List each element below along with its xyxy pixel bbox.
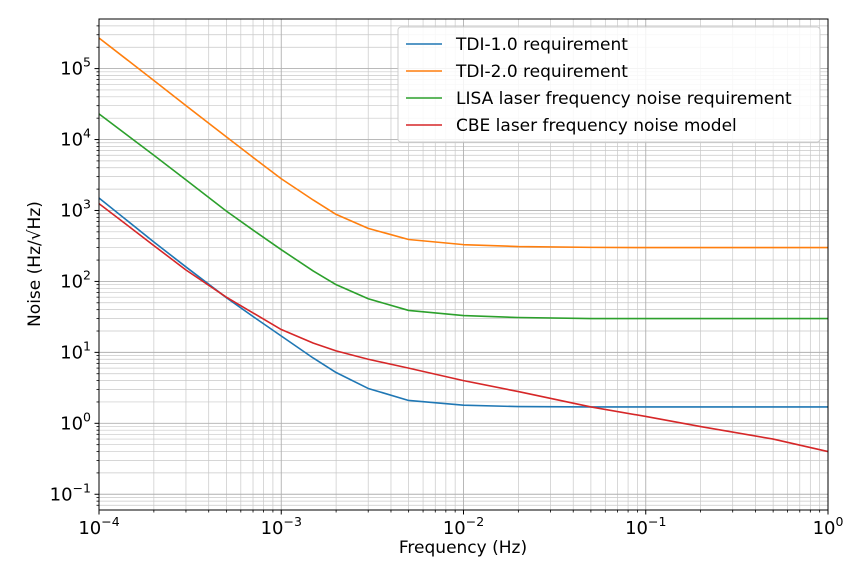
legend: TDI-1.0 requirement TDI-2.0 requirement LI… — [397, 26, 821, 143]
x-tick-label: 10−2 — [443, 514, 484, 539]
y-axis-title: Noise (Hz/√Hz) — [25, 201, 45, 327]
legend-label: CBE laser frequency noise model — [456, 116, 737, 136]
x-tick-label: 10−4 — [78, 514, 119, 539]
y-tick-label: 103 — [60, 196, 91, 221]
y-tick-label: 100 — [60, 409, 91, 434]
legend-box — [397, 26, 821, 143]
x-tick-label: 10−3 — [261, 514, 302, 539]
series-lines — [98, 37, 829, 453]
series-line-3 — [98, 113, 828, 320]
legend-label: TDI-1.0 requirement — [455, 35, 628, 55]
y-tick-label: 105 — [60, 55, 91, 80]
y-tick-label: 101 — [60, 338, 91, 363]
series-line-2 — [98, 37, 828, 249]
y-tick-label: 104 — [60, 126, 91, 151]
x-axis-ticks: 10−4 10−3 10−2 10−1 100 — [78, 510, 843, 539]
x-tick-label: 100 — [813, 514, 844, 539]
y-tick-label: 10−1 — [50, 480, 91, 505]
legend-label: LISA laser frequency noise requirement — [456, 89, 792, 109]
x-axis-title: Frequency (Hz) — [399, 538, 527, 558]
y-tick-label: 102 — [60, 267, 91, 292]
series-line-4 — [98, 202, 829, 453]
y-axis-ticks: 10−1 100 101 102 103 104 105 — [50, 25, 99, 506]
x-tick-label: 10−1 — [625, 514, 666, 539]
legend-label: TDI-2.0 requirement — [455, 62, 628, 82]
